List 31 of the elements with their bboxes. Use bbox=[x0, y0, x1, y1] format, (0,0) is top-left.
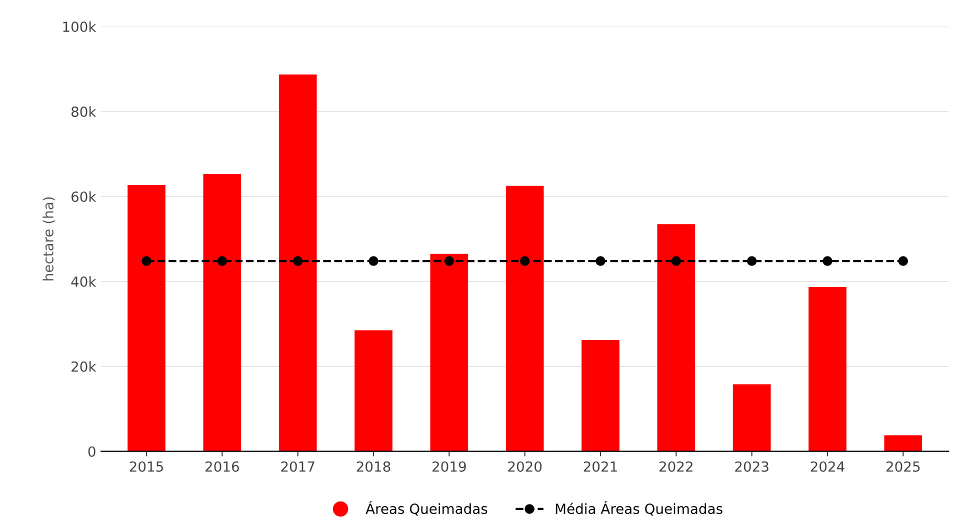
y-tick-label: 20k bbox=[72, 361, 96, 372]
legend-label: Áreas Queimadas bbox=[366, 500, 488, 516]
y-tick-label: 40k bbox=[71, 276, 96, 287]
bar bbox=[354, 330, 392, 452]
y-tick-label: 100k bbox=[63, 21, 96, 32]
x-tick-label: 2025 bbox=[886, 461, 920, 472]
bar bbox=[884, 435, 922, 452]
x-tick-label: 2023 bbox=[735, 461, 768, 472]
bar bbox=[278, 74, 317, 452]
x-tick-label: 2020 bbox=[508, 461, 542, 472]
bar bbox=[808, 286, 846, 452]
x-tick-label: 2016 bbox=[206, 461, 239, 472]
x-tick-label: 2021 bbox=[584, 461, 617, 472]
x-tick-label: 2018 bbox=[356, 461, 390, 472]
x-tick-label: 2019 bbox=[432, 461, 466, 472]
bar bbox=[128, 185, 166, 452]
bar bbox=[657, 224, 696, 452]
bar bbox=[430, 254, 468, 452]
x-tick-label: 2024 bbox=[810, 461, 844, 472]
x-tick-label: 2015 bbox=[130, 461, 163, 472]
bar bbox=[732, 384, 771, 452]
bar bbox=[203, 174, 242, 452]
legend-label: Média Áreas Queimadas bbox=[556, 500, 722, 516]
bar bbox=[506, 186, 544, 452]
y-tick-label: 80k bbox=[71, 106, 96, 117]
y-tick-label: 0 bbox=[88, 446, 96, 457]
x-tick-label: 2017 bbox=[281, 461, 314, 472]
y-tick-label: 60k bbox=[72, 191, 96, 202]
bar bbox=[582, 340, 620, 452]
y-axis-title: hectare (ha) bbox=[42, 197, 56, 280]
x-tick-label: 2022 bbox=[660, 461, 692, 472]
